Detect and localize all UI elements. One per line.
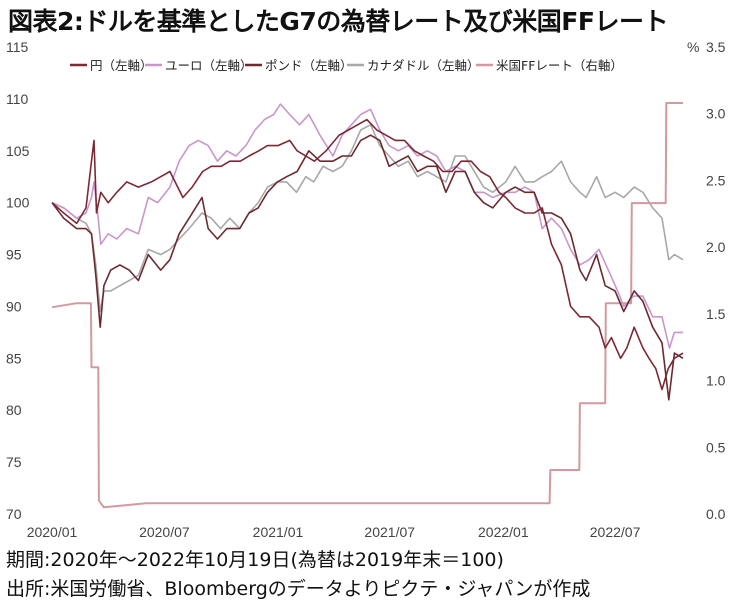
- series-line: [51, 118, 684, 391]
- y-right-tick-label: 2.5: [706, 172, 726, 188]
- y-right-tick-label: 0.5: [706, 439, 726, 455]
- x-tick-label: 2022/07: [590, 524, 641, 540]
- legend-label: ユーロ（左軸）: [165, 58, 253, 73]
- y-left-tick-label: 90: [6, 298, 22, 314]
- y-left-tick-label: 115: [6, 39, 29, 55]
- x-tick-label: 2021/07: [364, 524, 415, 540]
- y-right-tick-label: 0.0: [706, 506, 726, 522]
- chart-title: 図表2:ドルを基準としたG7の為替レート及び米国FFレート: [8, 7, 668, 36]
- y-right-tick-label: 1.0: [706, 373, 726, 389]
- right-axis: 3.5 3.0 2.5 2.0 1.5 1.0 0.5 0.0%: [687, 39, 726, 522]
- source-note: 出所:米国労働省、Bloombergのデータよりピクテ・ジャパンが作成: [6, 578, 591, 600]
- y-left-tick-label: 80: [6, 402, 22, 418]
- x-tick-label: 2020/07: [139, 524, 190, 540]
- y-right-tick-label: 3.0: [706, 106, 726, 122]
- y-right-tick-label: 3.5: [706, 39, 726, 55]
- series-line: [51, 134, 684, 401]
- series-line: [51, 102, 683, 509]
- series-line: [51, 124, 684, 313]
- y-right-unit-label: %: [687, 39, 699, 55]
- y-right-tick-label: 1.5: [706, 306, 726, 322]
- y-left-tick-label: 105: [6, 143, 30, 159]
- y-left-tick-label: 95: [6, 247, 22, 263]
- legend-label: ポンド（左軸）: [265, 58, 353, 73]
- left-axis: 115 110 105 100 95 90 85 80 75 70: [6, 39, 30, 522]
- legend-label: 円（左軸）: [90, 58, 153, 73]
- y-left-tick-label: 100: [6, 195, 30, 211]
- x-tick-label: 2022/01: [478, 524, 529, 540]
- x-tick-label: 2021/01: [253, 524, 304, 540]
- legend-label: 米国FFレート（右軸）: [496, 58, 623, 73]
- period-note: 期間:2020年～2022年10月19日(為替は2019年末＝100): [6, 549, 504, 571]
- y-right-tick-label: 2.0: [706, 239, 726, 255]
- y-left-tick-label: 75: [6, 454, 22, 470]
- y-left-tick-label: 85: [6, 350, 22, 366]
- legend: 円（左軸） ユーロ（左軸） ポンド（左軸） カナダドル（左軸） 米国FFレート（右軸）: [70, 58, 623, 73]
- x-tick-label: 2020/01: [27, 524, 78, 540]
- series-layer: [51, 102, 684, 509]
- y-left-tick-label: 70: [6, 506, 22, 522]
- x-axis: 2020/01 2020/07 2021/01 2021/07 2022/01 2022/…: [27, 524, 641, 540]
- legend-label: カナダドル（左軸）: [367, 58, 480, 73]
- y-left-tick-label: 110: [6, 91, 29, 107]
- series-line: [51, 103, 683, 349]
